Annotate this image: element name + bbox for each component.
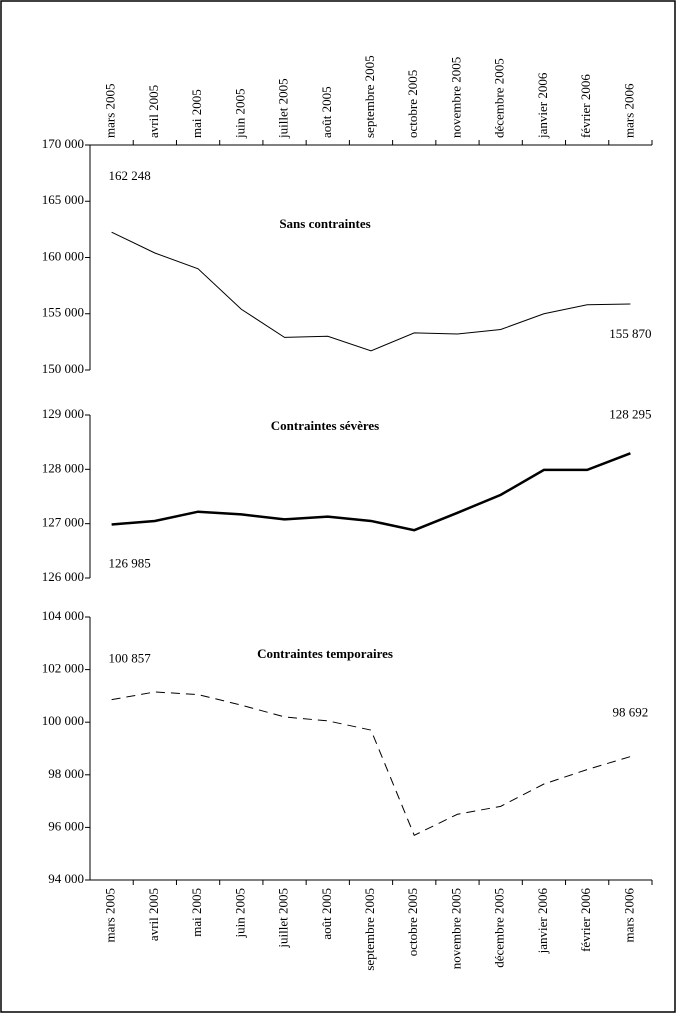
y-tick-label: 129 000 xyxy=(42,406,84,421)
y-tick-label: 160 000 xyxy=(42,248,84,263)
series-line xyxy=(111,691,631,836)
x-tick-label: février 2006 xyxy=(578,74,593,138)
x-tick-label: novembre 2005 xyxy=(448,888,463,969)
x-tick-label: janvier 2006 xyxy=(535,72,550,139)
y-tick-label: 155 000 xyxy=(42,305,84,320)
y-tick-label: 127 000 xyxy=(42,515,84,530)
x-tick-label: juin 2005 xyxy=(232,888,247,938)
y-tick-label: 165 000 xyxy=(42,192,84,207)
x-tick-label: août 2005 xyxy=(319,888,334,940)
x-tick-label: mars 2005 xyxy=(103,83,118,138)
y-tick-label: 170 000 xyxy=(42,136,84,151)
y-tick-label: 102 000 xyxy=(42,661,84,676)
panel-title: Sans contraintes xyxy=(279,216,370,231)
x-tick-label: mai 2005 xyxy=(189,89,204,138)
value-label: 126 985 xyxy=(108,555,150,570)
x-tick-label: mars 2005 xyxy=(103,888,118,943)
value-label: 98 692 xyxy=(613,705,649,720)
x-tick-label: octobre 2005 xyxy=(405,888,420,956)
x-tick-label: juin 2005 xyxy=(232,89,247,139)
x-tick-label: décembre 2005 xyxy=(492,888,507,968)
x-tick-label: mars 2006 xyxy=(621,888,636,943)
y-tick-label: 96 000 xyxy=(48,818,84,833)
x-tick-label: juillet 2005 xyxy=(276,78,291,139)
x-tick-label: septembre 2005 xyxy=(362,55,377,138)
y-tick-label: 94 000 xyxy=(48,871,84,886)
y-tick-label: 104 000 xyxy=(42,608,84,623)
y-tick-label: 100 000 xyxy=(42,713,84,728)
panel-title: Contraintes temporaires xyxy=(257,646,393,661)
series-line xyxy=(111,452,631,532)
x-tick-label: mars 2006 xyxy=(621,83,636,138)
panel-title: Contraintes sévères xyxy=(271,418,379,433)
series-line xyxy=(111,231,631,352)
y-tick-label: 126 000 xyxy=(42,569,84,584)
y-tick-label: 98 000 xyxy=(48,766,84,781)
x-tick-label: avril 2005 xyxy=(146,888,161,941)
x-tick-label: février 2006 xyxy=(578,888,593,952)
x-tick-label: octobre 2005 xyxy=(405,70,420,138)
x-tick-label: mai 2005 xyxy=(189,888,204,937)
x-tick-label: août 2005 xyxy=(319,86,334,138)
value-label: 100 857 xyxy=(108,651,151,666)
value-label: 162 248 xyxy=(108,168,150,183)
x-tick-label: septembre 2005 xyxy=(362,888,377,971)
value-label: 128 295 xyxy=(609,406,651,421)
y-tick-label: 128 000 xyxy=(42,460,84,475)
y-tick-label: 150 000 xyxy=(42,361,84,376)
x-tick-label: janvier 2006 xyxy=(535,888,550,955)
x-tick-label: avril 2005 xyxy=(146,85,161,138)
x-tick-label: novembre 2005 xyxy=(448,57,463,138)
x-tick-label: juillet 2005 xyxy=(276,888,291,949)
value-label: 155 870 xyxy=(609,326,651,341)
x-tick-label: décembre 2005 xyxy=(492,58,507,138)
